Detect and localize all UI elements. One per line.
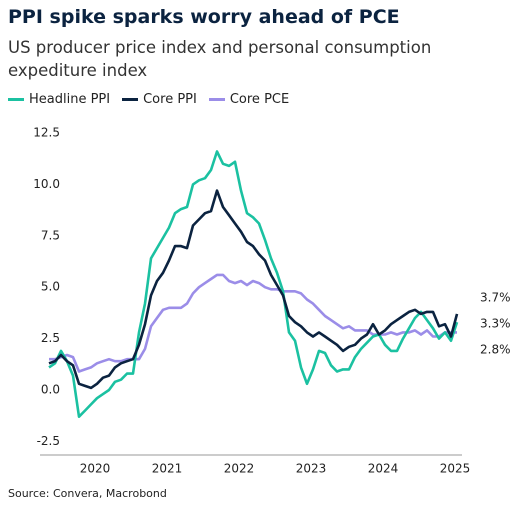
legend-item: Core PCE	[208, 92, 290, 107]
series-line	[48, 189, 459, 390]
legend-item: Core PPI	[122, 92, 197, 107]
y-tick-label: 0.0	[41, 383, 60, 397]
y-tick-label: 5.0	[41, 280, 60, 294]
x-tick-label: 2025	[440, 462, 471, 476]
y-tick-label: 10.0	[33, 177, 60, 191]
series-line	[49, 273, 457, 373]
legend-swatch	[208, 98, 225, 101]
y-tick-label: 12.5	[33, 126, 60, 140]
y-tick-label: 7.5	[41, 228, 60, 242]
legend-label: Core PCE	[229, 92, 290, 107]
chart-title: PPI spike sparks worry ahead of PCE	[8, 6, 400, 28]
chart-subtitle: US producer price index and personal con…	[8, 38, 432, 80]
x-tick-label: 2021	[152, 462, 183, 476]
legend-label: Core PPI	[143, 92, 197, 107]
end-label: 3.3%	[480, 317, 511, 331]
y-tick-label: 2.5	[41, 331, 60, 345]
x-tick-label: 2022	[224, 462, 255, 476]
x-tick-label: 2024	[368, 462, 399, 476]
chart: -2.5 0.0 2.5 5.0 7.5 10.0 12.5 2020 2021 2022 2023…	[33, 126, 511, 476]
legend-item: Headline PPI	[8, 92, 110, 107]
end-label: 2.8%	[480, 343, 511, 357]
x-tick-label: 2020	[80, 462, 111, 476]
series-line	[48, 150, 459, 418]
legend-swatch	[122, 98, 139, 101]
x-tick-label: 2023	[296, 462, 327, 476]
end-label: 3.7%	[480, 291, 511, 305]
y-tick-label: -2.5	[37, 434, 60, 448]
legend-label: Headline PPI	[29, 92, 111, 107]
legend-swatch	[8, 98, 24, 101]
source: Source: Convera, Macrobond	[8, 487, 167, 500]
legend: Headline PPI Core PPI Core PCE	[8, 92, 289, 107]
